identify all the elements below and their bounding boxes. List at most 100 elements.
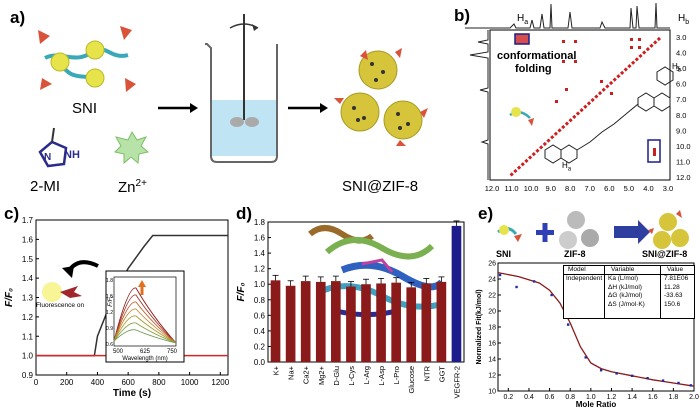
x-tick-label: 1.0 bbox=[586, 394, 596, 401]
imidazole-icon: N NH bbox=[38, 127, 80, 168]
x-tick-label: 9.0 bbox=[545, 184, 555, 193]
bar bbox=[451, 225, 462, 362]
x-tick-label: 10.0 bbox=[524, 184, 539, 193]
y-tick-label: 18 bbox=[488, 325, 496, 332]
panel-a-label: a) bbox=[10, 8, 26, 27]
sni-zif-label: SNI@ZIF-8 bbox=[642, 249, 688, 259]
x-tick-label: Mg2+ bbox=[317, 365, 326, 385]
x-axis-label: Mole Ratio bbox=[576, 400, 617, 409]
zinc-ion-icon bbox=[114, 130, 150, 165]
table-row-variable: ΔG (kJ/mol) bbox=[608, 292, 643, 300]
data-point bbox=[515, 285, 518, 289]
y-tick-label: 1.5 bbox=[22, 255, 34, 264]
molecule-structure-icon bbox=[544, 66, 674, 164]
x-tick-label: Glucose bbox=[407, 366, 416, 394]
arrow-icon bbox=[158, 103, 198, 113]
x-tick-label: 0.8 bbox=[565, 394, 575, 401]
inset-plot-frame bbox=[113, 276, 177, 347]
nmr-spectrum: 12.0 11.0 10.0 9.0 8.0 7.0 6.0 5.0 4.0 3.0 3.0 4.0… bbox=[465, 2, 691, 193]
chart-e: 0.2 0.4 0.6 0.8 1.0 1.2 1.4 1.6 1.8 2.0 10 12 14 16 18… bbox=[476, 261, 699, 409]
table-header-model: Model bbox=[568, 266, 586, 273]
x-tick-label: NTR bbox=[422, 365, 431, 381]
y-tick-label: 26 bbox=[488, 261, 496, 268]
sni-zif-mini-icon bbox=[648, 210, 689, 249]
y-tick-label: 3.0 bbox=[676, 33, 686, 42]
sni-label: SNI bbox=[496, 249, 512, 259]
svg-text:N: N bbox=[44, 152, 51, 163]
y-tick-label: 12.0 bbox=[676, 173, 691, 182]
light-glow-icon bbox=[42, 282, 62, 302]
inset-spectrum-line bbox=[113, 301, 177, 344]
x-tick-label: 200 bbox=[60, 378, 74, 387]
svg-text:NH: NH bbox=[64, 149, 80, 161]
data-point bbox=[677, 381, 680, 385]
y-tick-labels: 3.0 4.0 5.0 6.0 7.0 8.0 9.0 10.0 11.0 12.0 bbox=[676, 33, 691, 182]
x-tick-labels: 12.0 11.0 10.0 9.0 8.0 7.0 6.0 5.0 4.0 3.0 bbox=[485, 184, 674, 193]
panel-d: d) 0.0 0.2 0.4 0.6 0.8 1.0 1.2 1.4 1.6 1.8 F/F₀ K+ N… bbox=[232, 200, 472, 409]
x-tick-label: 2.0 bbox=[689, 394, 699, 401]
protein-sheet-icon bbox=[340, 261, 445, 291]
x-tick-label: 0.4 bbox=[524, 394, 534, 401]
x-tick-label: Na+ bbox=[287, 365, 296, 380]
x-tick-label: 1.6 bbox=[648, 394, 658, 401]
protein-helix-icon bbox=[325, 237, 435, 260]
table-row-value: -33.63 bbox=[664, 292, 683, 300]
y-tick-label: 0.9 bbox=[22, 371, 34, 380]
x-tick-label: 1000 bbox=[181, 378, 199, 387]
sni-mini-icon bbox=[497, 225, 522, 242]
bar bbox=[391, 282, 401, 362]
y-tick-label: 6.0 bbox=[676, 80, 686, 89]
panel-b-label: b) bbox=[454, 6, 471, 25]
inset-spectrum-line bbox=[113, 308, 177, 344]
y-tick-label: 5.0 bbox=[676, 64, 686, 73]
y-tick-label: 1.3 bbox=[22, 294, 34, 303]
bar bbox=[315, 281, 326, 362]
table-row-value: 11.28 bbox=[664, 283, 680, 291]
data-point bbox=[646, 377, 649, 380]
inset-x-tick-label: 500 bbox=[113, 349, 124, 355]
panel-e: e) SNI ZIF-8 SNI@ZIF-8 0.2 0.4 0. bbox=[472, 200, 700, 409]
x-tick-label: L-Asp bbox=[377, 366, 386, 386]
y-tick-label: 1.4 bbox=[254, 249, 266, 258]
chart-d: 0.0 0.2 0.4 0.6 0.8 1.0 1.2 1.4 1.6 1.8 F/F₀ K+ Na+ C… bbox=[236, 218, 465, 399]
panel-e-scheme bbox=[497, 210, 689, 249]
x-tick-label: 0.6 bbox=[545, 394, 555, 401]
mi-label: 2-MI bbox=[30, 178, 60, 195]
x-tick-label: 5.0 bbox=[624, 184, 634, 193]
arrow-icon bbox=[614, 220, 650, 244]
ha-label: Ha bbox=[517, 13, 529, 26]
x-tick-label: L-Cys bbox=[347, 366, 356, 386]
y-tick-label: 0.4 bbox=[254, 327, 266, 336]
y-tick-label: 1.8 bbox=[254, 218, 266, 227]
y-tick-label: 24 bbox=[488, 277, 496, 284]
y-tick-label: 8.0 bbox=[676, 111, 686, 120]
y-tick-label: 1.1 bbox=[22, 332, 34, 341]
panel-e-label: e) bbox=[478, 204, 494, 223]
table-header-value: Value bbox=[667, 266, 684, 273]
x-tick-label: 1.8 bbox=[669, 394, 679, 401]
x-tick-label: 8.0 bbox=[565, 184, 575, 193]
data-point bbox=[584, 356, 587, 359]
data-point bbox=[661, 379, 665, 382]
table-row-value: 7.81E06 bbox=[664, 275, 689, 283]
bar bbox=[361, 284, 371, 362]
x-tick-label: 800 bbox=[152, 378, 166, 387]
panel-a: a) N NH bbox=[0, 0, 450, 200]
panel-c-label: c) bbox=[4, 204, 20, 223]
x-tick-label: 0 bbox=[34, 378, 39, 387]
data-point bbox=[498, 273, 502, 277]
y-tick-label: 0.8 bbox=[254, 296, 266, 305]
y-tick-label: 11.0 bbox=[676, 157, 690, 166]
y-tick-label: 1.6 bbox=[22, 235, 34, 244]
table-model-value: Independent bbox=[564, 274, 604, 283]
hand-icon bbox=[60, 286, 82, 298]
zif-particles-icon bbox=[559, 211, 599, 249]
x-tick-label: 6.0 bbox=[604, 184, 614, 193]
x-tick-label: 600 bbox=[121, 378, 135, 387]
data-point bbox=[630, 374, 634, 377]
y-tick-label: 0.0 bbox=[254, 358, 266, 367]
data-point bbox=[532, 280, 536, 283]
y-tick-label: 10 bbox=[488, 389, 496, 396]
inset-y-tick-label: 1.8 bbox=[106, 278, 113, 284]
y-tick-label: 12 bbox=[488, 373, 496, 380]
